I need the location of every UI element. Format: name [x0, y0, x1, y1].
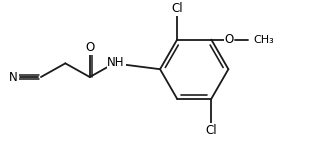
Text: NH: NH [107, 56, 125, 69]
Text: N: N [9, 70, 18, 83]
Text: Cl: Cl [205, 124, 217, 137]
Text: O: O [224, 33, 234, 46]
Text: CH₃: CH₃ [253, 35, 274, 45]
Text: Cl: Cl [171, 2, 183, 15]
Text: O: O [85, 41, 94, 54]
